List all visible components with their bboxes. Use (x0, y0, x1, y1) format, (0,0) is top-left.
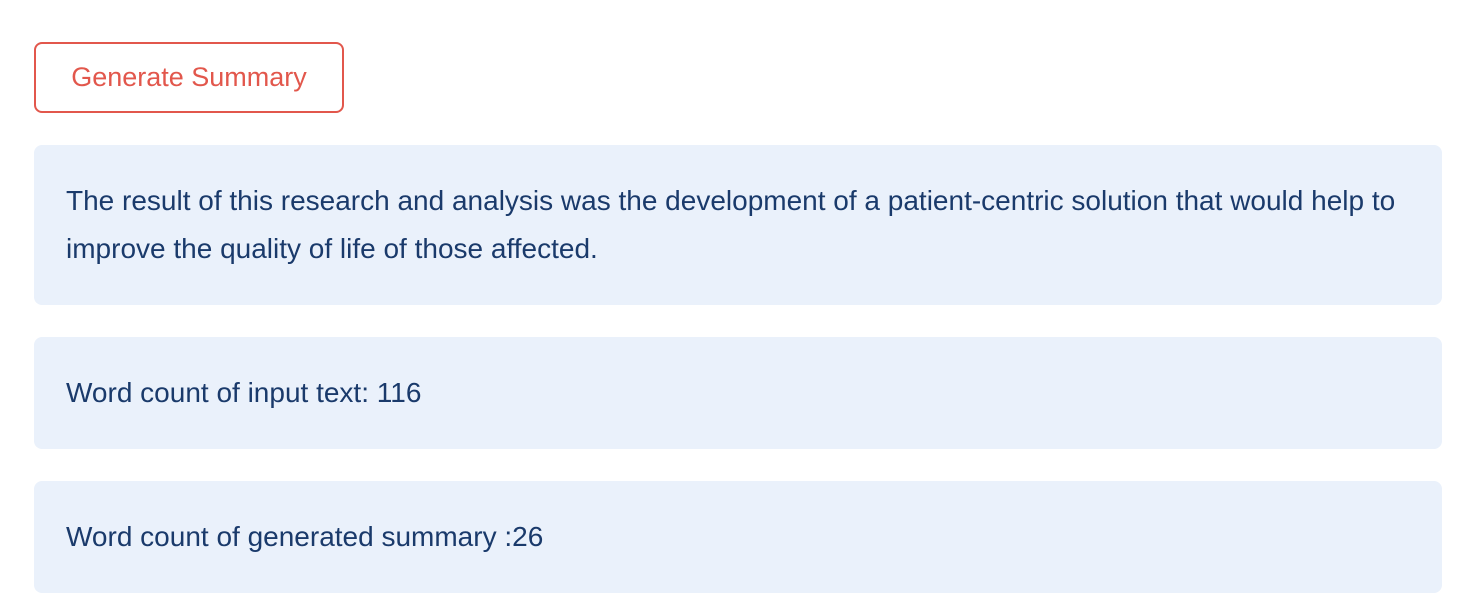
generate-summary-button[interactable]: Generate Summary (34, 42, 344, 113)
summary-text: The result of this research and analysis… (66, 185, 1396, 264)
summary-word-count-box: Word count of generated summary :26 (34, 481, 1442, 593)
input-word-count-text: Word count of input text: 116 (66, 377, 422, 408)
summary-word-count-text: Word count of generated summary :26 (66, 521, 544, 552)
input-word-count-box: Word count of input text: 116 (34, 337, 1442, 449)
summary-result-box: The result of this research and analysis… (34, 145, 1442, 305)
